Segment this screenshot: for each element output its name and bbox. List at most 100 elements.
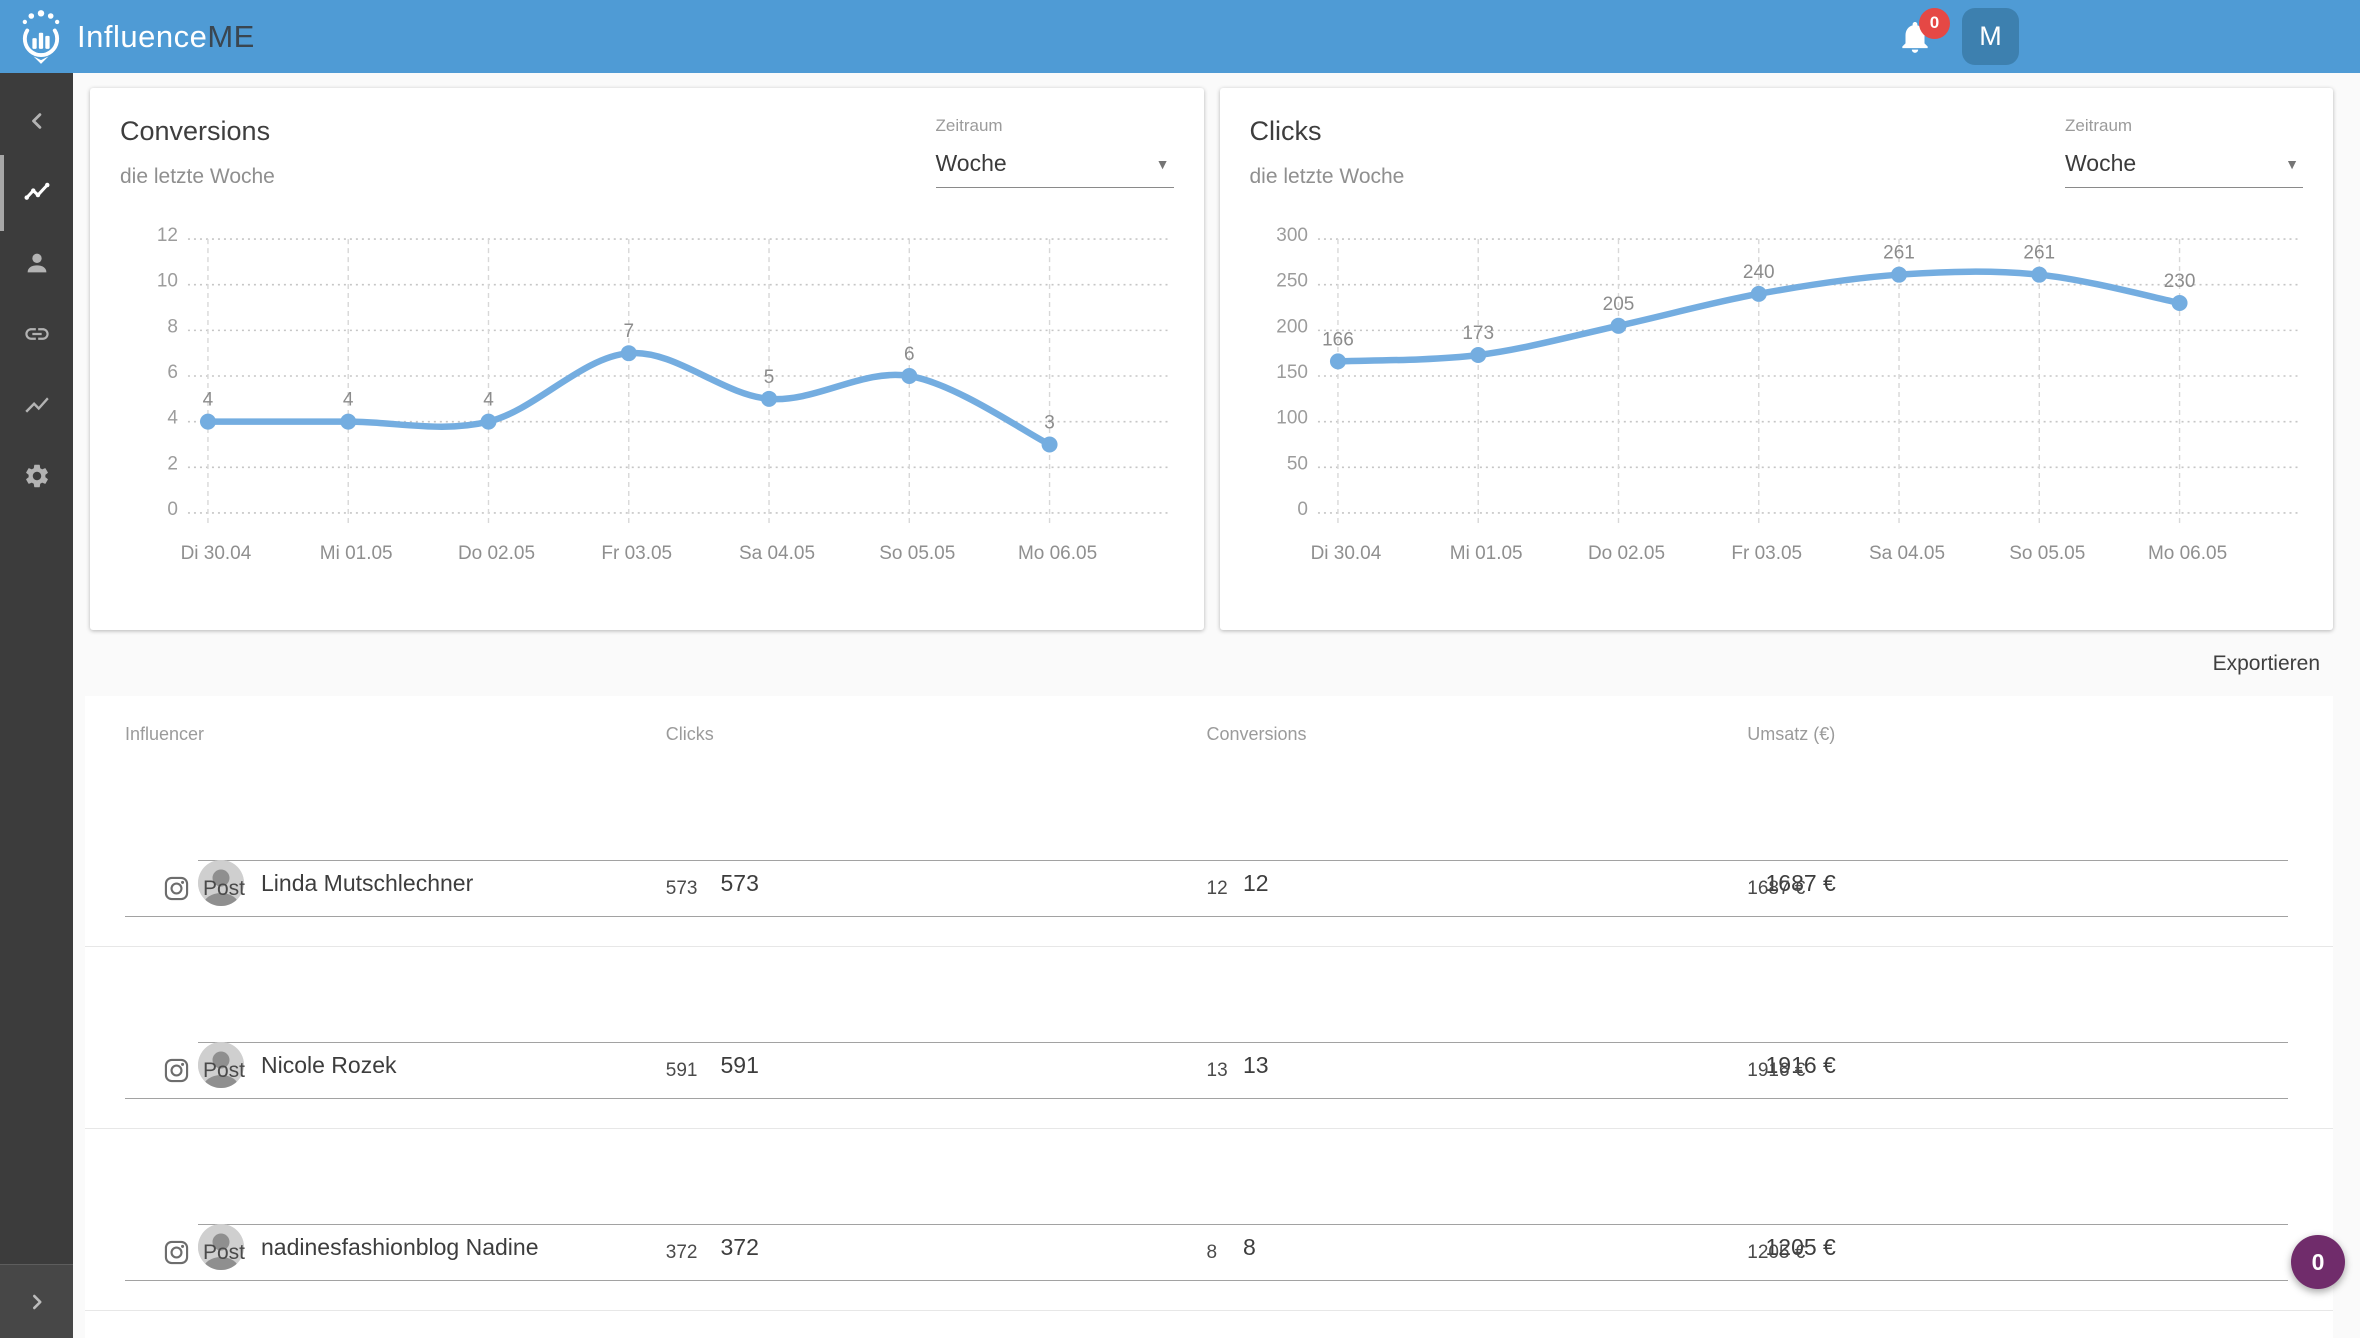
svg-text:4: 4 <box>343 390 354 411</box>
influencer-row[interactable]: nadinesfashionblog Nadine 372 8 1205 € <box>198 1151 2288 1270</box>
group-separator <box>85 1099 2333 1129</box>
svg-text:261: 261 <box>1883 243 1915 264</box>
post-conversions: 8 <box>1206 1241 1218 1263</box>
sidebar-item-link[interactable] <box>0 298 73 369</box>
svg-text:So 05.05: So 05.05 <box>2009 543 2085 564</box>
clicks-card: Clicks die letzte Woche Zeitraum Woche ▼… <box>1219 88 2333 630</box>
conversions-card-title: Conversions <box>120 116 271 146</box>
influencer-avatar <box>198 1224 244 1270</box>
post-clicks: 573 <box>665 877 698 899</box>
influencer-row[interactable]: Linda Mutschlechner 573 12 1687 € <box>198 787 2288 906</box>
influencer-group: nadinesfashionblog Nadine 372 8 1205 € P… <box>85 1129 2333 1311</box>
column-header-clicks: Clicks <box>665 724 714 744</box>
sidebar-item-person[interactable] <box>0 227 73 298</box>
user-avatar-button[interactable]: M <box>1962 8 2019 65</box>
topbar-right: 0 M <box>1896 0 2019 73</box>
influencer-group: Nicole Rozek 591 13 1916 € Post 591 13 1… <box>85 947 2333 1129</box>
influencer-name: Linda Mutschlechner <box>261 869 474 896</box>
svg-text:Di 30.04: Di 30.04 <box>1310 543 1381 564</box>
post-label: Post <box>203 876 246 900</box>
svg-text:3: 3 <box>1044 412 1055 433</box>
influenceme-logo-icon <box>22 9 60 64</box>
column-header-conversions: Conversions <box>1206 724 1307 744</box>
svg-text:Fr 03.05: Fr 03.05 <box>1731 543 1802 564</box>
post-clicks: 591 <box>665 1059 698 1081</box>
post-label: Post <box>203 1240 246 1264</box>
post-conversions: 13 <box>1206 1059 1228 1081</box>
svg-text:Sa 04.05: Sa 04.05 <box>739 543 815 564</box>
brand-part1: Influence <box>77 18 208 54</box>
sidebar-scrollbar[interactable] <box>0 155 4 231</box>
svg-text:4: 4 <box>203 390 214 411</box>
influencer-umsatz: 1205 € <box>1765 1233 1836 1260</box>
svg-text:0: 0 <box>1297 499 1308 520</box>
sidebar-item-chevron-left[interactable] <box>0 85 73 156</box>
clicks-chart: 0 50 100 150 200 250 300 Di 30.04 Mi 01.05 Do 02.… <box>1276 225 2298 564</box>
instagram-icon <box>163 875 190 902</box>
sidebar-item-show-chart[interactable] <box>0 369 73 440</box>
svg-text:So 05.05: So 05.05 <box>879 543 955 564</box>
svg-text:6: 6 <box>904 344 915 365</box>
sidebar-item-trending-up[interactable] <box>0 156 73 227</box>
svg-text:4: 4 <box>483 390 494 411</box>
export-button[interactable]: Exportieren <box>2212 652 2320 675</box>
export-row: Exportieren <box>73 630 2360 676</box>
post-row[interactable]: Post 591 13 1916 € <box>125 1043 2288 1099</box>
instagram-icon <box>163 1239 190 1266</box>
topbar: InfluenceME 0 M <box>0 0 2360 73</box>
svg-text:166: 166 <box>1322 329 1354 350</box>
post-umsatz: 1205 € <box>1747 1241 1806 1263</box>
sidebar-items <box>0 85 73 511</box>
influencer-row[interactable]: Veronika Eickhoff 0 0 0 € <box>198 1333 2288 1338</box>
svg-text:0: 0 <box>167 499 178 520</box>
svg-text:173: 173 <box>1462 323 1494 344</box>
notifications-button[interactable]: 0 <box>1896 7 1950 56</box>
svg-text:261: 261 <box>2023 243 2055 264</box>
influencer-row[interactable]: Nicole Rozek 591 13 1916 € <box>198 969 2288 1088</box>
influencer-name: Nicole Rozek <box>261 1051 397 1078</box>
person-photo-placeholder <box>198 1042 244 1088</box>
period-select-clicks[interactable]: Woche ▼ <box>2065 138 2303 188</box>
brand-name: InfluenceME <box>77 19 255 55</box>
post-conversions: 12 <box>1206 877 1228 899</box>
dropdown-caret-icon: ▼ <box>1155 155 1170 172</box>
app-logo[interactable]: InfluenceME <box>0 9 255 65</box>
influencer-umsatz: 1916 € <box>1765 1051 1836 1078</box>
show-chart-icon <box>24 396 49 413</box>
chevron-left-icon <box>31 112 41 129</box>
group-separator <box>85 917 2333 947</box>
post-label: Post <box>203 1058 246 1082</box>
influencer-clicks: 573 <box>720 869 759 896</box>
influencer-umsatz: 1687 € <box>1765 869 1836 896</box>
svg-text:2: 2 <box>167 453 178 474</box>
link-icon <box>24 327 49 340</box>
svg-text:Di 30.04: Di 30.04 <box>181 543 252 564</box>
svg-text:Do 02.05: Do 02.05 <box>458 543 535 564</box>
svg-text:Mo 06.05: Mo 06.05 <box>2147 543 2226 564</box>
post-row[interactable]: Post 573 12 1687 € <box>125 861 2288 917</box>
period-label: Zeitraum <box>2065 116 2133 135</box>
influencer-group: Linda Mutschlechner 573 12 1687 € Post 5… <box>85 765 2333 947</box>
svg-text:Do 02.05: Do 02.05 <box>1587 543 1664 564</box>
svg-text:100: 100 <box>1276 408 1308 429</box>
table-header: Influencer Clicks Conversions Umsatz (€) <box>125 696 2288 765</box>
svg-text:50: 50 <box>1286 453 1307 474</box>
sidebar-item-settings[interactable] <box>0 440 73 511</box>
period-select-conversions[interactable]: Woche ▼ <box>935 138 1174 188</box>
influencer-name: nadinesfashionblog Nadine <box>261 1233 539 1260</box>
brand-part2: ME <box>207 18 255 54</box>
svg-text:Mo 06.05: Mo 06.05 <box>1018 543 1097 564</box>
svg-text:205: 205 <box>1602 294 1634 315</box>
sidebar-expand-button[interactable] <box>0 1264 73 1338</box>
fab-counter-button[interactable]: 0 <box>2291 1235 2345 1289</box>
post-row[interactable]: Post 372 8 1205 € <box>125 1225 2288 1281</box>
svg-text:150: 150 <box>1276 362 1308 383</box>
influencer-conversions: 13 <box>1243 1051 1269 1078</box>
instagram-icon <box>163 1057 190 1084</box>
influencer-table-body: Linda Mutschlechner 573 12 1687 € Post 5… <box>85 765 2333 1338</box>
svg-text:230: 230 <box>2163 271 2195 292</box>
svg-text:Sa 04.05: Sa 04.05 <box>1869 543 1945 564</box>
person-icon <box>27 253 46 272</box>
post-clicks: 372 <box>665 1241 698 1263</box>
period-label: Zeitraum <box>935 116 1003 135</box>
